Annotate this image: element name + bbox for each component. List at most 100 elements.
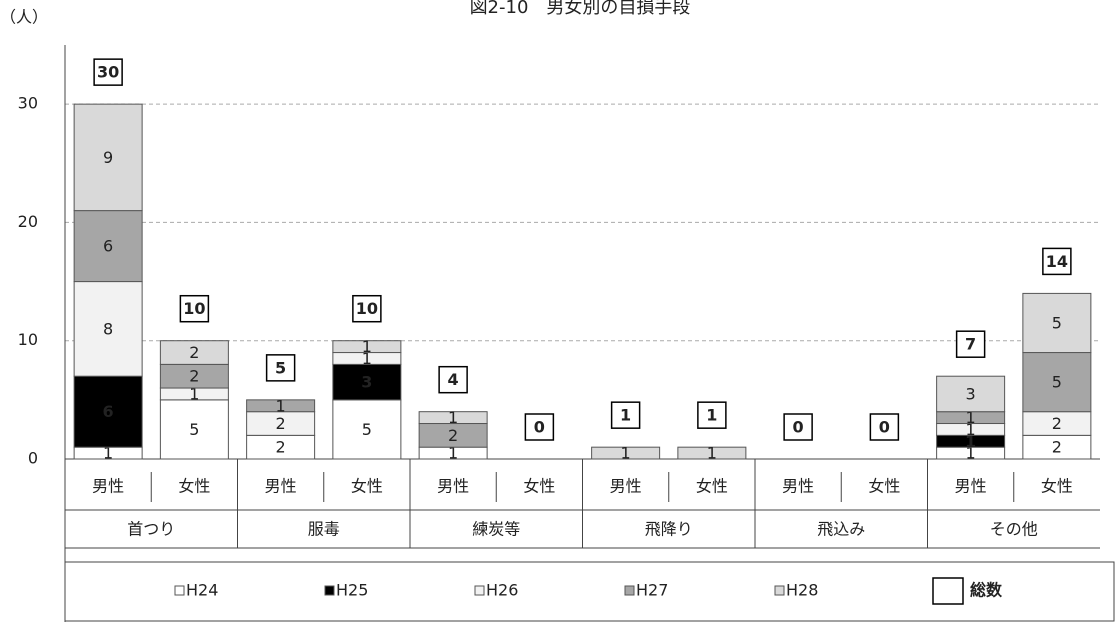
group-label: 首つり [127,520,175,539]
group-label: 服毒 [308,520,340,539]
value-label: 1 [362,337,372,356]
value-label: 1 [276,396,286,415]
bar-segment [936,375,1006,413]
legend-label: 総数 [970,581,1003,600]
bar-segment [1022,352,1092,413]
value-label: 1 [362,349,372,368]
x-tick-label: 女性 [178,477,210,496]
value-label: 1 [707,444,717,463]
bar-segment [73,375,143,448]
y-tick-label: 0 [28,449,38,468]
value-label: 2 [448,426,458,445]
group-label: 飛降り [645,520,693,539]
bar-segment [159,340,229,365]
legend-box [64,561,1115,622]
value-label: 6 [103,237,113,256]
x-tick-label: 男性 [92,477,124,496]
total-label: 1 [706,406,717,425]
value-label: 1 [448,408,458,427]
x-tick-label: 男性 [610,477,642,496]
bar-segment [73,103,143,212]
value-label: 2 [1052,438,1062,457]
x-tick-label: 女性 [1041,477,1073,496]
value-label: 5 [362,420,372,439]
legend-label: H26 [486,581,518,600]
group-label: その他 [990,520,1038,539]
y-tick-label: 20 [18,212,38,231]
total-label: 5 [275,358,286,377]
value-label: 1 [189,384,199,403]
bar-segment [591,446,661,460]
y-tick-label: 30 [18,94,38,113]
value-label: 1 [965,432,976,451]
total-box [955,330,986,358]
chart-title: 図2-10 男女別の自損手段 [470,0,691,18]
legend-swatch [174,585,185,596]
total-box [783,413,813,441]
bar-segment [332,363,402,401]
x-tick-label: 女性 [523,477,555,496]
bar-segment [73,210,143,283]
legend-label: H24 [186,581,218,600]
legend-label: H28 [786,581,818,600]
bar-segment [332,340,402,354]
value-label: 2 [276,414,286,433]
bar-segment [677,446,747,460]
total-label: 0 [879,418,890,437]
value-label: 1 [966,420,976,439]
value-label: 2 [189,367,199,386]
total-box [352,294,382,323]
value-label: 9 [103,148,113,167]
bar-segment [418,411,488,425]
legend-swatch [474,585,485,596]
value-label: 3 [966,384,976,403]
value-label: 6 [103,402,114,421]
x-tick-label: 男性 [265,477,297,496]
legend-label: H27 [636,581,668,600]
y-axis-label: （人） [0,8,48,27]
total-label: 0 [534,418,545,437]
total-box [265,354,296,382]
value-label: 5 [1052,373,1062,392]
group-label: 練炭等 [472,520,520,539]
bar-segment [73,281,143,377]
value-label: 5 [1052,313,1062,332]
x-tick-label: 女性 [868,477,900,496]
x-tick-label: 男性 [437,477,469,496]
total-label: 7 [965,335,976,354]
total-box [179,294,210,323]
value-label: 1 [966,408,976,427]
total-label: 30 [97,63,119,82]
x-tick-label: 女性 [696,477,728,496]
total-label: 4 [448,370,459,389]
x-tick-label: 女性 [351,477,383,496]
total-box [438,365,468,394]
legend-swatch [774,585,785,596]
total-box [1042,247,1072,276]
value-label: 2 [276,438,286,457]
legend-swatch [624,585,635,596]
total-box [524,413,555,441]
value-label: 3 [361,373,372,392]
value-label: 8 [103,319,113,338]
total-label: 10 [183,299,205,318]
group-label: 飛込み [817,520,865,539]
total-label: 10 [356,299,378,318]
value-label: 5 [189,420,199,439]
legend-swatch [324,585,335,596]
bar-segment [246,399,316,413]
legend-swatch [932,577,964,605]
total-box [869,413,900,441]
legend-label: H25 [336,581,368,600]
value-label: 2 [1052,414,1062,433]
total-label: 0 [793,418,804,437]
total-box [697,401,727,429]
x-tick-label: 男性 [782,477,814,496]
x-tick-label: 男性 [955,477,987,496]
total-box [93,58,123,86]
value-label: 2 [189,343,199,362]
value-label: 1 [103,444,113,463]
bar-segment [1022,292,1092,354]
y-tick-label: 10 [18,330,38,349]
